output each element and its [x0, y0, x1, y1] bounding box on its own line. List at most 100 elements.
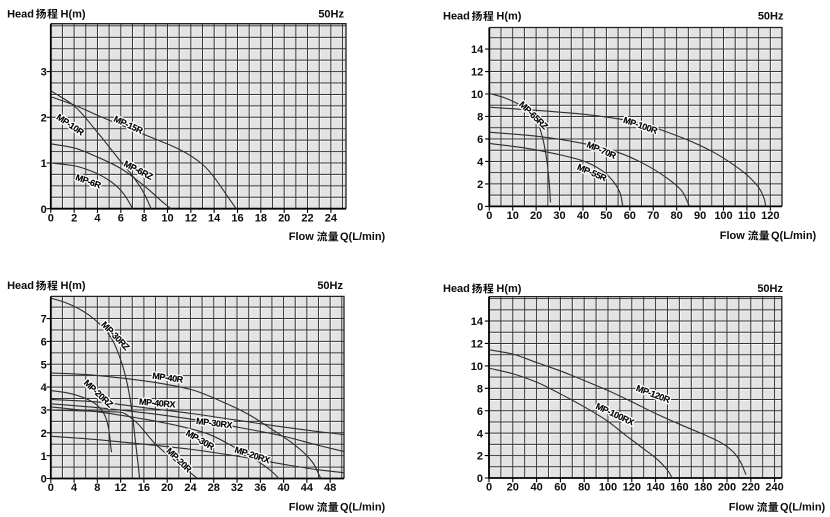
svg-text:H(m): H(m) [61, 8, 86, 20]
svg-text:0: 0 [48, 212, 54, 224]
svg-text:40: 40 [277, 482, 289, 494]
svg-text:Flow: Flow [289, 231, 314, 243]
svg-text:32: 32 [231, 482, 243, 494]
svg-text:6: 6 [118, 212, 124, 224]
svg-text:110: 110 [738, 210, 756, 222]
svg-text:36: 36 [254, 482, 266, 494]
svg-text:44: 44 [301, 482, 314, 494]
svg-text:120: 120 [623, 482, 641, 494]
svg-text:12: 12 [471, 339, 483, 351]
svg-text:14: 14 [471, 44, 484, 56]
svg-text:40: 40 [530, 482, 542, 494]
svg-text:H(m): H(m) [496, 11, 521, 23]
svg-text:160: 160 [670, 482, 688, 494]
svg-text:MP-40RX: MP-40RX [139, 397, 176, 410]
svg-text:80: 80 [671, 210, 683, 222]
svg-text:2: 2 [71, 212, 77, 224]
svg-text:4: 4 [477, 428, 484, 440]
svg-text:70: 70 [647, 210, 659, 222]
svg-text:30: 30 [553, 210, 565, 222]
svg-text:50Hz: 50Hz [318, 8, 344, 20]
svg-text:2: 2 [477, 451, 483, 463]
svg-text:12: 12 [185, 212, 197, 224]
svg-text:10: 10 [471, 89, 483, 101]
svg-text:H(m): H(m) [496, 283, 521, 295]
svg-text:10: 10 [471, 361, 483, 373]
svg-text:140: 140 [646, 482, 664, 494]
svg-text:0: 0 [486, 482, 492, 494]
svg-text:60: 60 [554, 482, 566, 494]
svg-text:50Hz: 50Hz [758, 11, 784, 23]
svg-text:Flow: Flow [289, 502, 314, 514]
svg-text:Q(L/min): Q(L/min) [780, 502, 826, 514]
svg-text:Head: Head [7, 280, 34, 292]
svg-text:4: 4 [477, 157, 484, 169]
svg-text:180: 180 [694, 482, 712, 494]
svg-text:Flow: Flow [720, 230, 745, 242]
svg-text:50Hz: 50Hz [317, 280, 343, 292]
svg-text:24: 24 [184, 482, 197, 494]
svg-text:2: 2 [41, 112, 47, 124]
svg-text:4: 4 [94, 212, 101, 224]
svg-text:Head: Head [443, 11, 470, 23]
svg-text:80: 80 [578, 482, 590, 494]
svg-text:220: 220 [742, 482, 760, 494]
svg-text:0: 0 [486, 210, 492, 222]
svg-text:24: 24 [325, 212, 338, 224]
svg-text:50Hz: 50Hz [757, 283, 783, 295]
svg-text:3: 3 [41, 405, 47, 417]
svg-text:0: 0 [48, 482, 54, 494]
svg-text:14: 14 [471, 316, 484, 328]
svg-text:22: 22 [301, 212, 313, 224]
svg-text:200: 200 [718, 482, 736, 494]
svg-text:60: 60 [624, 210, 636, 222]
svg-text:20: 20 [161, 482, 173, 494]
svg-text:100: 100 [714, 210, 732, 222]
svg-text:2: 2 [477, 179, 483, 191]
svg-text:6: 6 [477, 406, 483, 418]
svg-text:7: 7 [41, 314, 47, 326]
svg-text:2: 2 [41, 428, 47, 440]
svg-text:20: 20 [507, 482, 519, 494]
svg-text:Head: Head [7, 8, 34, 20]
svg-text:0: 0 [41, 204, 47, 216]
svg-text:10: 10 [507, 210, 519, 222]
svg-text:1: 1 [41, 451, 47, 463]
svg-text:14: 14 [208, 212, 221, 224]
svg-text:6: 6 [477, 134, 483, 146]
svg-text:40: 40 [577, 210, 589, 222]
svg-text:48: 48 [324, 482, 336, 494]
svg-text:H(m): H(m) [61, 280, 86, 292]
svg-text:8: 8 [477, 112, 483, 124]
svg-text:28: 28 [208, 482, 220, 494]
svg-text:12: 12 [115, 482, 127, 494]
svg-text:120: 120 [761, 210, 779, 222]
svg-text:16: 16 [138, 482, 150, 494]
svg-text:Head: Head [443, 283, 470, 295]
svg-text:50: 50 [600, 210, 612, 222]
svg-text:8: 8 [94, 482, 100, 494]
svg-text:100: 100 [599, 482, 617, 494]
svg-text:12: 12 [471, 67, 483, 79]
svg-text:0: 0 [477, 202, 483, 214]
svg-text:10: 10 [161, 212, 173, 224]
svg-text:0: 0 [477, 473, 483, 485]
svg-text:240: 240 [765, 482, 783, 494]
svg-text:8: 8 [141, 212, 147, 224]
svg-text:18: 18 [255, 212, 267, 224]
svg-text:5: 5 [41, 359, 47, 371]
svg-text:Flow: Flow [729, 502, 754, 514]
svg-text:16: 16 [231, 212, 243, 224]
svg-text:6: 6 [41, 337, 47, 349]
svg-text:4: 4 [71, 482, 78, 494]
svg-text:4: 4 [41, 382, 48, 394]
svg-text:Q(L/min): Q(L/min) [771, 230, 817, 242]
svg-text:MP-30RX: MP-30RX [196, 416, 234, 430]
svg-text:MP-40R: MP-40R [152, 371, 185, 385]
svg-text:MP-40RX: MP-40RX [139, 397, 176, 410]
svg-text:0: 0 [41, 474, 47, 486]
svg-text:20: 20 [530, 210, 542, 222]
svg-text:8: 8 [477, 383, 483, 395]
svg-text:90: 90 [694, 210, 706, 222]
svg-text:Q(L/min): Q(L/min) [340, 231, 386, 243]
